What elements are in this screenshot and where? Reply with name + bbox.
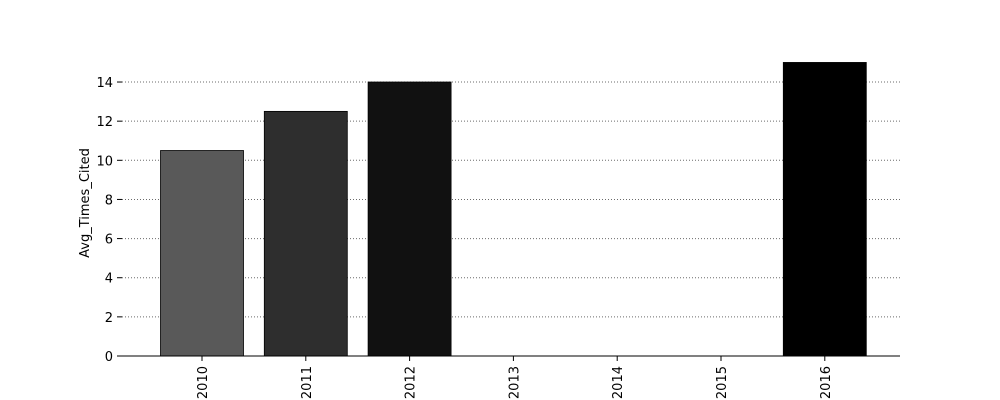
x-tick-label: 2011 — [300, 366, 315, 399]
x-tick-label: 2013 — [507, 366, 522, 399]
grid-lines — [122, 81, 900, 318]
axes — [117, 81, 900, 361]
y-tick-label: 2 — [105, 311, 113, 326]
bars — [160, 62, 867, 357]
y-tick-label: 14 — [96, 76, 113, 91]
y-axis-label: Avg_Times_Cited — [78, 148, 93, 258]
bar-2016 — [782, 62, 867, 357]
x-tick-label: 2016 — [819, 366, 834, 399]
tick-labels: 0 2 4 6 8 10 12 14 2010 2011 2012 2013 2014 2015 2016 — [96, 76, 833, 399]
y-tick-label: 4 — [105, 272, 113, 287]
bar-2010 — [160, 150, 244, 357]
x-tick-label: 2014 — [611, 366, 626, 399]
x-tick-label: 2012 — [404, 366, 419, 399]
y-tick-label: 0 — [105, 350, 113, 365]
bar-2011 — [263, 110, 348, 357]
bar-2012 — [367, 81, 452, 357]
y-tick-label: 6 — [105, 233, 113, 248]
x-tick-label: 2010 — [196, 366, 211, 399]
y-tick-label: 10 — [96, 154, 113, 169]
y-tick-label: 8 — [105, 193, 113, 208]
y-tick-label: 12 — [96, 115, 113, 130]
x-tick-label: 2015 — [715, 366, 730, 399]
